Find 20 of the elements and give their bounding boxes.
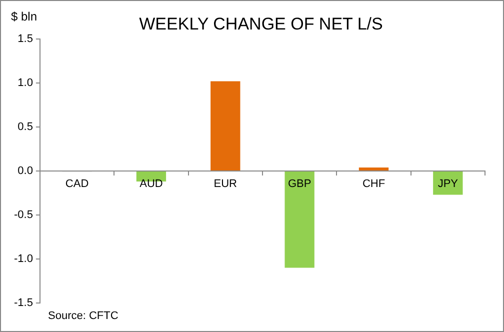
y-tick-label: 1.5 bbox=[18, 33, 33, 46]
y-tick-label: 0.5 bbox=[18, 121, 33, 134]
x-tick-label: AUD bbox=[140, 178, 163, 190]
x-tick-label: CAD bbox=[65, 178, 89, 190]
y-tick-label: -0.5 bbox=[14, 209, 33, 222]
y-axis-title: $ bln bbox=[11, 9, 38, 24]
bar bbox=[284, 172, 314, 268]
bar bbox=[358, 167, 389, 170]
bar bbox=[433, 172, 463, 195]
y-tick-label: -1.0 bbox=[14, 253, 33, 266]
bar bbox=[210, 81, 240, 170]
x-tick-label: JPY bbox=[438, 178, 459, 190]
y-tick-label: -1.5 bbox=[14, 297, 33, 310]
x-tick-label: GBP bbox=[288, 178, 312, 190]
x-tick-label: CHF bbox=[362, 178, 386, 190]
source-note: Source: CFTC bbox=[48, 310, 118, 322]
chart-title: WEEKLY CHANGE OF NET L/S bbox=[139, 14, 383, 34]
x-tick-label: EUR bbox=[214, 178, 238, 190]
y-tick-label: 1.0 bbox=[18, 77, 33, 90]
y-tick-label: 0.0 bbox=[18, 165, 33, 178]
